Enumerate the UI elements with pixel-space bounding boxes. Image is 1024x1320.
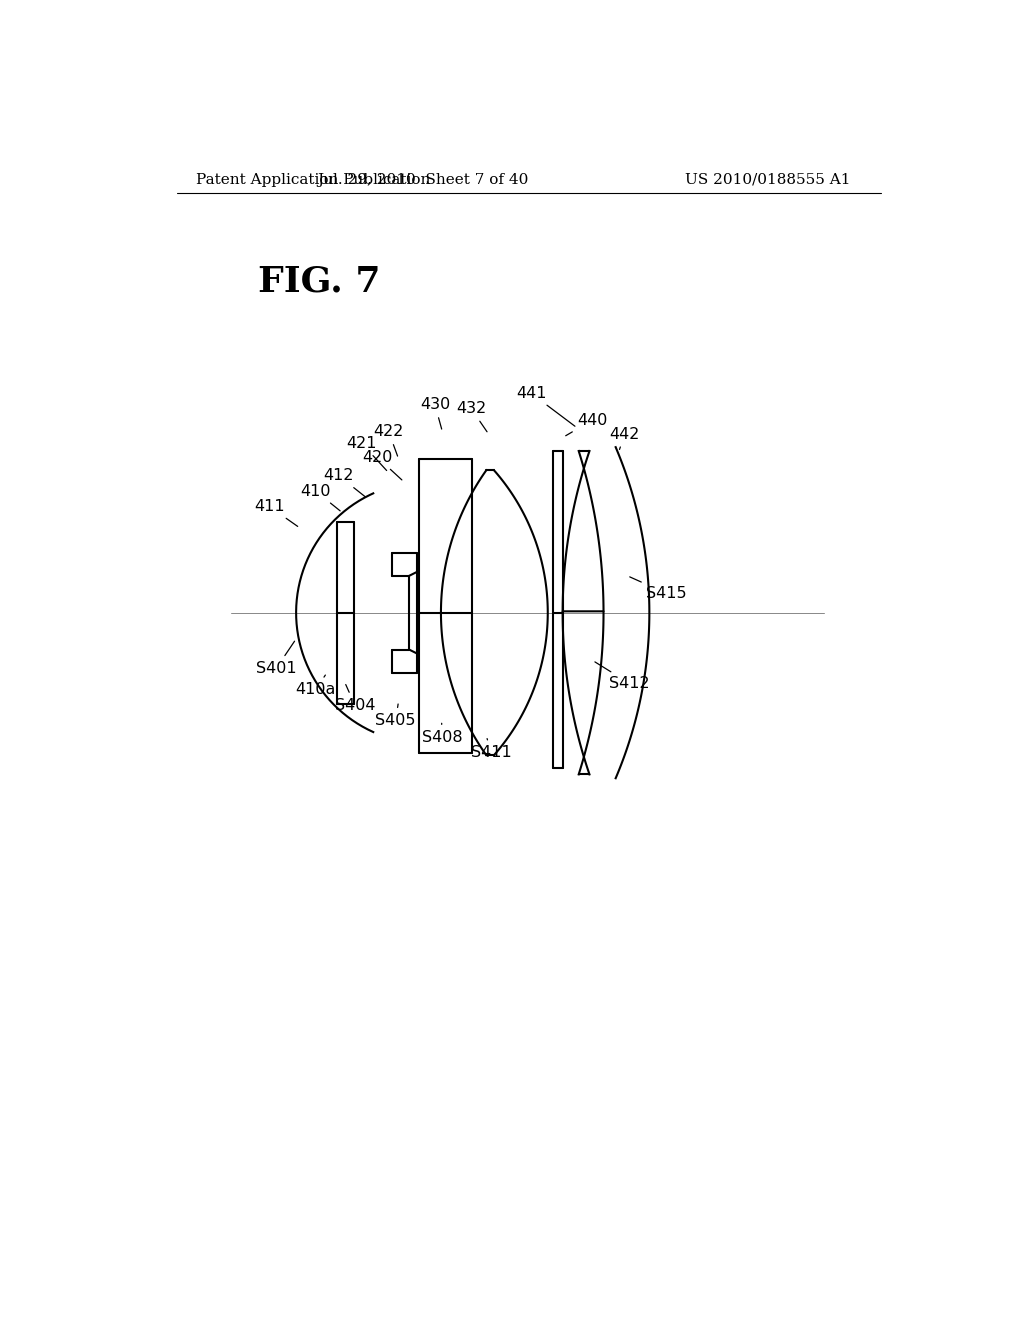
Text: FIG. 7: FIG. 7 [258, 264, 380, 298]
Text: 410a: 410a [295, 675, 336, 697]
Text: US 2010/0188555 A1: US 2010/0188555 A1 [685, 173, 851, 187]
Text: 411: 411 [254, 499, 298, 527]
Text: 432: 432 [456, 401, 487, 432]
Text: 442: 442 [609, 426, 640, 449]
Text: 410: 410 [300, 483, 340, 511]
Text: 440: 440 [565, 413, 607, 436]
Text: S411: S411 [471, 739, 512, 760]
Text: 412: 412 [324, 469, 366, 498]
Text: Jul. 29, 2010  Sheet 7 of 40: Jul. 29, 2010 Sheet 7 of 40 [317, 173, 528, 187]
Text: S405: S405 [376, 704, 416, 729]
Text: Patent Application Publication: Patent Application Publication [196, 173, 430, 187]
Text: 421: 421 [346, 436, 387, 470]
Text: S415: S415 [630, 577, 687, 601]
Text: S401: S401 [256, 642, 297, 676]
Text: 441: 441 [516, 385, 574, 426]
Text: S404: S404 [335, 685, 375, 713]
Text: S408: S408 [422, 723, 462, 744]
Text: 430: 430 [420, 397, 451, 429]
Text: 420: 420 [362, 450, 401, 480]
Text: S412: S412 [595, 661, 650, 692]
Text: 422: 422 [374, 424, 403, 457]
